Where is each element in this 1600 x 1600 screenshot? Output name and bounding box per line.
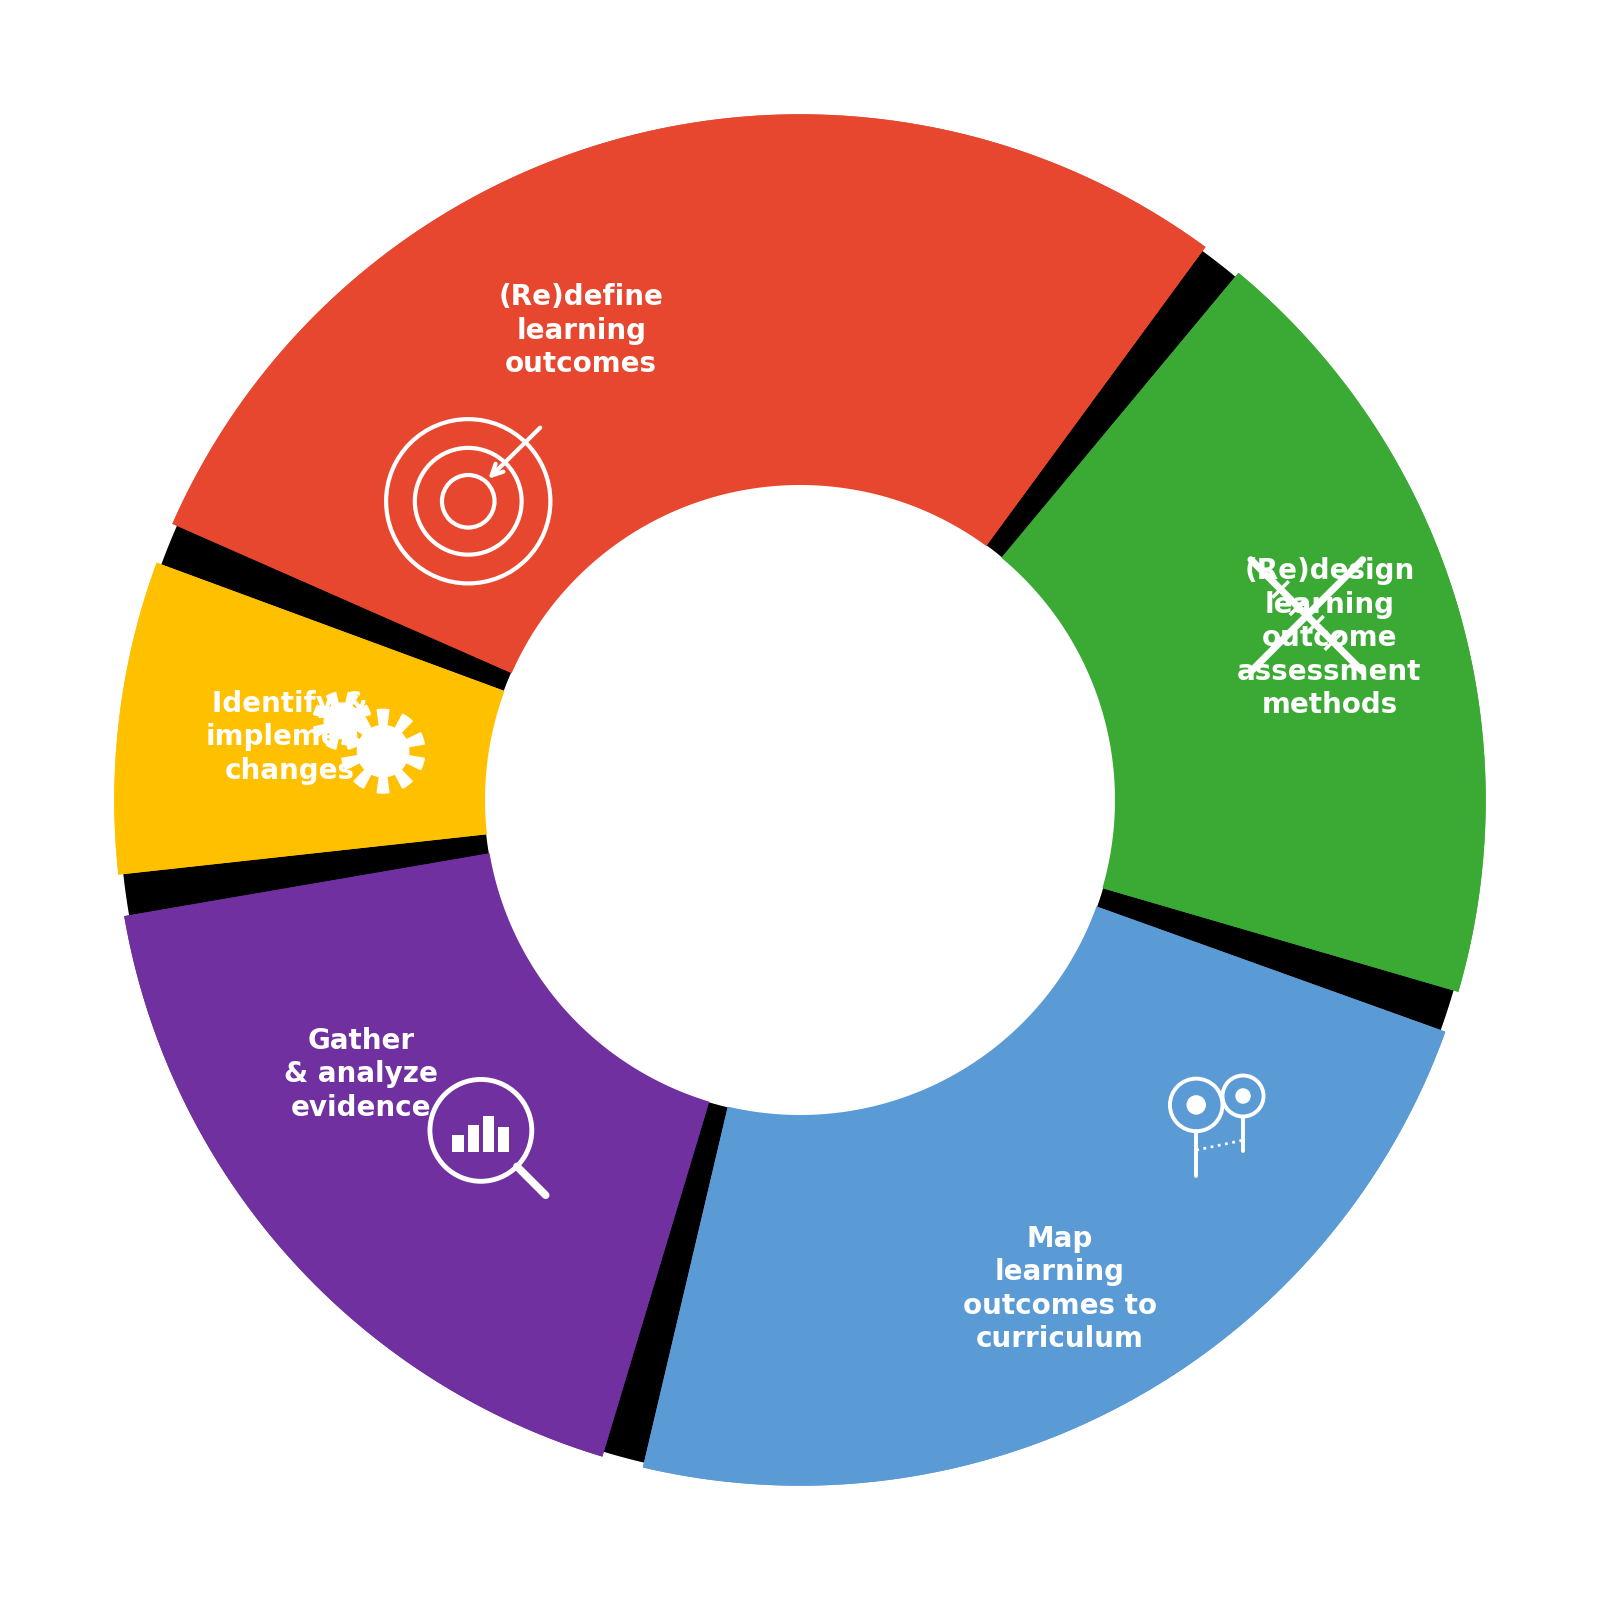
Circle shape [1187,1096,1205,1114]
Polygon shape [114,563,509,875]
Circle shape [374,742,392,760]
Polygon shape [643,906,1445,1486]
Polygon shape [314,693,370,749]
Polygon shape [342,709,424,794]
Polygon shape [125,853,710,1456]
Polygon shape [173,114,1205,675]
Polygon shape [485,485,1115,1115]
Text: Identify &
implement
changes: Identify & implement changes [206,690,373,786]
Bar [453,1136,464,1152]
Circle shape [336,714,349,728]
Bar [467,1125,478,1152]
Polygon shape [998,272,1486,992]
Polygon shape [114,563,509,875]
Text: (Re)design
learning
outcome
assessment
methods: (Re)design learning outcome assessment m… [1237,557,1421,718]
Polygon shape [158,158,1442,1442]
Bar [498,1128,509,1152]
Polygon shape [486,486,1114,1114]
Polygon shape [118,118,1482,1482]
Bar [483,1117,494,1152]
Polygon shape [998,272,1486,992]
Polygon shape [118,118,1482,1482]
Polygon shape [643,906,1445,1486]
Polygon shape [114,114,1486,1486]
Polygon shape [125,853,710,1456]
Text: (Re)define
learning
outcomes: (Re)define learning outcomes [499,283,664,378]
Circle shape [1235,1090,1250,1102]
Text: Map
learning
outcomes to
curriculum: Map learning outcomes to curriculum [963,1224,1157,1354]
Text: Gather
& analyze
evidence: Gather & analyze evidence [283,1027,438,1122]
Polygon shape [173,114,1205,675]
Polygon shape [486,486,1114,1114]
